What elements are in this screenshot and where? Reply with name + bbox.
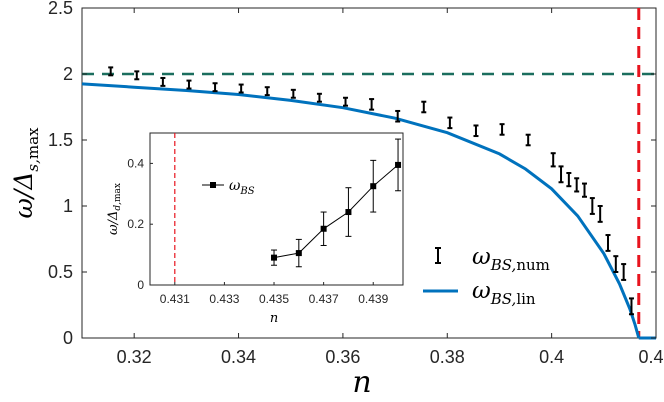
errorbar-point bbox=[558, 165, 564, 184]
errorbar-point bbox=[574, 177, 580, 193]
errorbar-point bbox=[447, 116, 453, 130]
errorbar-point bbox=[566, 172, 572, 188]
errorbar-point bbox=[605, 234, 611, 252]
inset-errorbar-point bbox=[345, 187, 352, 237]
inset-y-axis-ticks: 0 0.2 0.4 bbox=[127, 156, 153, 292]
errorbar-point bbox=[473, 124, 479, 138]
inset-errorbar-point bbox=[320, 211, 327, 246]
inset-plot-area bbox=[149, 132, 404, 286]
inset-x-tick-label: 0.439 bbox=[358, 292, 388, 306]
inset-series bbox=[271, 138, 402, 268]
inset-y-tick-label: 0.4 bbox=[127, 156, 144, 170]
inset-y-tick-label: 0 bbox=[137, 278, 144, 292]
inset-x-axis-label: n bbox=[270, 311, 278, 326]
x-tick-label: 0.34 bbox=[221, 347, 256, 367]
errorbar-point bbox=[186, 79, 192, 90]
inset-series-line bbox=[273, 164, 399, 259]
errorbar-point bbox=[582, 182, 588, 198]
errorbar-point bbox=[343, 96, 349, 107]
errorbar-point bbox=[160, 76, 166, 87]
errorbar-point bbox=[550, 152, 556, 168]
errorbar-point bbox=[395, 109, 401, 123]
inset-x-axis-ticks: 0.431 0.433 0.435 0.437 0.439 bbox=[160, 282, 389, 306]
errorbar-point bbox=[264, 86, 270, 97]
y-axis-label: ω/Δs,max bbox=[9, 127, 42, 219]
errorbar-point bbox=[134, 70, 140, 81]
errorbar-point bbox=[613, 255, 619, 273]
y-tick-label: 2.5 bbox=[48, 0, 73, 18]
inset-x-tick-label: 0.433 bbox=[209, 292, 239, 306]
errorbar-point bbox=[597, 205, 603, 223]
reference-lines bbox=[82, 8, 656, 338]
inset-errorbar-point bbox=[295, 238, 302, 268]
errorbar-point bbox=[290, 88, 296, 99]
y-tick-label: 1 bbox=[63, 196, 73, 216]
errorbar-point bbox=[499, 123, 505, 136]
y-axis-ticks: 0 0.5 1 1.5 2 2.5 bbox=[48, 0, 656, 348]
legend-marker-num bbox=[435, 247, 441, 264]
y-tick-label: 0 bbox=[63, 328, 73, 348]
inset-x-tick-label: 0.437 bbox=[309, 292, 339, 306]
x-tick-label: 0.4 bbox=[539, 347, 564, 367]
errorbar-point bbox=[369, 98, 375, 111]
errorbar-point bbox=[525, 133, 531, 147]
x-tick-label: 0.38 bbox=[430, 347, 465, 367]
errorbar-point bbox=[316, 92, 322, 103]
x-axis-ticks: 0.32 0.34 0.36 0.38 0.4 0.42 bbox=[117, 8, 664, 367]
y-tick-label: 1.5 bbox=[48, 130, 73, 150]
x-tick-label: 0.42 bbox=[638, 347, 664, 367]
inset-errorbar-point bbox=[271, 249, 278, 266]
inset-legend-marker bbox=[210, 182, 216, 188]
inset-y-tick-label: 0.2 bbox=[127, 217, 144, 231]
x-tick-label: 0.36 bbox=[325, 347, 360, 367]
y-tick-label: 0.5 bbox=[48, 262, 73, 282]
x-tick-label: 0.32 bbox=[117, 347, 152, 367]
errorbar-point bbox=[108, 66, 114, 77]
x-axis-label: n bbox=[352, 365, 371, 400]
line-lin bbox=[81, 82, 641, 339]
inset-plot: 0.431 0.433 0.435 0.437 0.439 00.20.4 n ω/Δd… bbox=[106, 132, 404, 326]
inset-errorbar-point bbox=[370, 159, 377, 213]
errorbar-point bbox=[212, 82, 218, 93]
inset-x-tick-label: 0.431 bbox=[160, 292, 190, 306]
series-num bbox=[108, 66, 634, 316]
errorbar-point bbox=[628, 297, 634, 316]
errorbar-point bbox=[621, 263, 627, 281]
errorbar-point bbox=[238, 83, 244, 94]
inset-errorbar-point bbox=[395, 138, 402, 192]
inset-x-tick-label: 0.435 bbox=[259, 292, 289, 306]
errorbar-point bbox=[589, 197, 595, 215]
y-tick-label: 2 bbox=[63, 64, 73, 84]
errorbar-point bbox=[421, 100, 427, 114]
